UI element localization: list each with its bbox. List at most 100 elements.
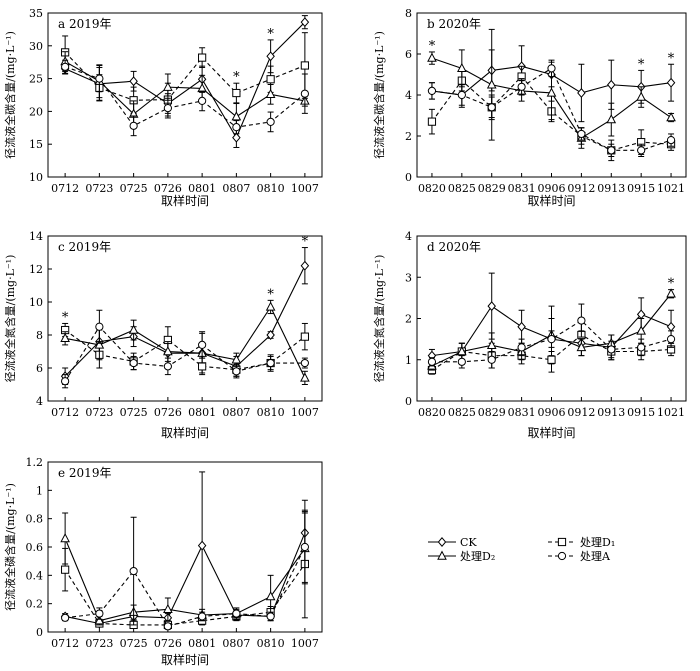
legend-item: 处理D₁ (548, 536, 615, 549)
series-line (65, 305, 306, 379)
x-tick-label: 0726 (154, 406, 182, 419)
chart-panel-2: 4 6 8 10 12 14 0712 0723 0725 0726 0801 0807 0810 100… (3, 230, 323, 440)
y-tick-label: 0.6 (26, 541, 44, 554)
data-point (636, 325, 646, 335)
y-axis-label: 径流液全磷含量/(mg·L⁻¹) (3, 483, 17, 611)
data-point (606, 114, 617, 124)
data-point (265, 301, 276, 311)
y-tick-label: 0 (36, 626, 43, 639)
x-tick-label: 0912 (567, 182, 595, 195)
legend: CK 处理D₁ 处理D₂ 处理A (428, 536, 615, 563)
chart-title: a 2019年 (58, 17, 112, 31)
y-tick-label: 4 (405, 230, 412, 243)
series-line (64, 265, 306, 377)
x-tick-label: 0906 (538, 182, 566, 195)
series-2 (60, 299, 310, 385)
data-point (427, 86, 437, 96)
x-tick-label: 0723 (85, 637, 113, 650)
x-tick-label: 0913 (597, 406, 625, 419)
x-tick-label: 0801 (188, 182, 216, 195)
chart-panel-3: 0 1 2 3 4 0820 0825 0829 0831 0906 0912 0913 0915 102… (372, 230, 687, 440)
data-point (607, 345, 616, 354)
data-point (666, 335, 676, 344)
series-3 (61, 309, 309, 389)
data-point (576, 341, 587, 352)
y-tick-label: 2 (405, 313, 412, 326)
y-axis-label: 径流液全碳含量/(mg·L⁻¹) (3, 31, 17, 159)
x-tick-label: 0723 (85, 182, 113, 195)
y-tick-label: 4 (405, 89, 412, 102)
plot-frame (47, 235, 323, 402)
data-point (517, 343, 526, 352)
legend-marker (437, 537, 447, 547)
data-point (129, 566, 138, 576)
chart-title: d 2020年 (427, 240, 481, 254)
data-point (60, 332, 70, 342)
significance-star: * (302, 235, 309, 250)
data-point (666, 112, 676, 122)
y-tick-label: 12 (29, 263, 43, 276)
data-point (128, 324, 139, 334)
x-tick-label: 0820 (418, 182, 446, 195)
y-tick-label: 6 (405, 48, 412, 61)
y-tick-label: 2 (405, 130, 412, 143)
legend-label: 处理A (580, 550, 611, 563)
x-tick-label: 0726 (154, 182, 182, 195)
x-tick-label: 0726 (154, 637, 182, 650)
data-point (198, 96, 207, 106)
data-point (61, 377, 70, 386)
data-point (265, 591, 276, 601)
legend-label: 处理D₂ (460, 550, 495, 563)
significance-star: * (638, 57, 645, 72)
x-tick-label: 0725 (120, 637, 148, 650)
data-point (232, 123, 241, 132)
data-point (60, 533, 70, 543)
data-point (486, 339, 497, 350)
series-1 (61, 32, 309, 117)
x-tick-label: 0913 (597, 182, 625, 195)
data-point (517, 82, 526, 91)
data-point (61, 613, 70, 622)
series-0 (60, 471, 310, 629)
legend-item: 处理A (548, 550, 611, 563)
y-tick-label: 10 (29, 296, 43, 309)
data-point (427, 117, 437, 126)
y-tick-label: 4 (36, 395, 43, 408)
x-tick-label: 0810 (257, 637, 285, 650)
y-tick-label: 8 (405, 7, 412, 20)
data-point (607, 79, 616, 90)
series-line (64, 61, 305, 118)
data-point (547, 355, 556, 364)
data-point (163, 622, 172, 631)
data-point (457, 62, 467, 73)
data-point (198, 612, 207, 621)
series-line (65, 546, 306, 627)
significance-star: * (668, 51, 675, 66)
data-point (198, 53, 207, 62)
data-point (232, 367, 241, 376)
y-axis-label: 径流液全碳含量/(mg·L⁻¹) (372, 31, 386, 159)
series-line (64, 66, 306, 128)
x-tick-label: 0825 (448, 182, 476, 195)
y-tick-label: 1.2 (26, 456, 44, 469)
data-point (607, 146, 616, 155)
significance-star: * (429, 39, 436, 54)
y-tick-label: 15 (29, 138, 43, 151)
legend-marker (557, 551, 567, 561)
x-tick-label: 0831 (508, 406, 536, 419)
data-point (163, 81, 173, 91)
legend-label: 处理D₁ (580, 536, 615, 549)
data-point (457, 357, 466, 366)
series-line (64, 51, 306, 101)
y-tick-label: 0.2 (26, 598, 44, 611)
data-point (163, 104, 172, 113)
data-point (427, 52, 437, 62)
data-point (487, 301, 496, 312)
chart-panel-1: 0 2 4 6 8 0820 0825 0829 0831 0906 0912 0913 0915 102… (372, 7, 687, 208)
y-tick-label: 6 (36, 362, 43, 375)
data-point (487, 355, 496, 364)
data-point (265, 88, 276, 99)
x-tick-label: 0912 (567, 406, 595, 419)
chart-title: b 2020年 (427, 17, 481, 31)
